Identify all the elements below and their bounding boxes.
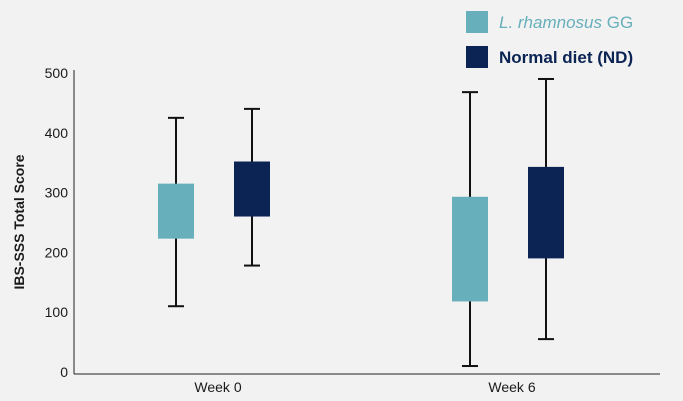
x-tick-labels: Week 0 Week 6 (194, 379, 535, 395)
box-iqr (528, 166, 564, 259)
x-tick-label-1: Week 0 (194, 379, 241, 395)
box-series-2-cat-2 (528, 77, 564, 341)
box-iqr (234, 161, 270, 217)
legend-label-lgg: L. rhamnosus GG (499, 13, 633, 32)
y-tick-label-200: 200 (45, 244, 69, 260)
y-tick-label-400: 400 (45, 125, 69, 141)
legend-label-nd: Normal diet (ND) (499, 48, 633, 67)
y-axis-label: IBS-SSS Total Score (11, 154, 27, 289)
y-tick-label-0: 0 (60, 364, 68, 380)
box-iqr (158, 183, 194, 239)
legend: L. rhamnosus GG Normal diet (ND) (466, 11, 633, 68)
box-iqr (452, 196, 488, 302)
box-series-2-cat-1 (234, 107, 270, 267)
legend-swatch-lgg (466, 11, 488, 33)
legend-swatch-nd (466, 46, 488, 68)
y-tick-label-500: 500 (45, 65, 69, 81)
y-tick-labels: 0 100 200 300 400 500 (45, 65, 69, 380)
x-tick-label-2: Week 6 (488, 379, 535, 395)
box-series-1-cat-2 (452, 91, 488, 368)
box-series-1-cat-1 (158, 116, 194, 308)
legend-label-lgg-suffix: GG (602, 13, 633, 32)
y-tick-label-100: 100 (45, 304, 69, 320)
boxes (158, 77, 564, 368)
legend-label-lgg-italic: L. rhamnosus (499, 13, 602, 32)
y-tick-label-300: 300 (45, 185, 69, 201)
